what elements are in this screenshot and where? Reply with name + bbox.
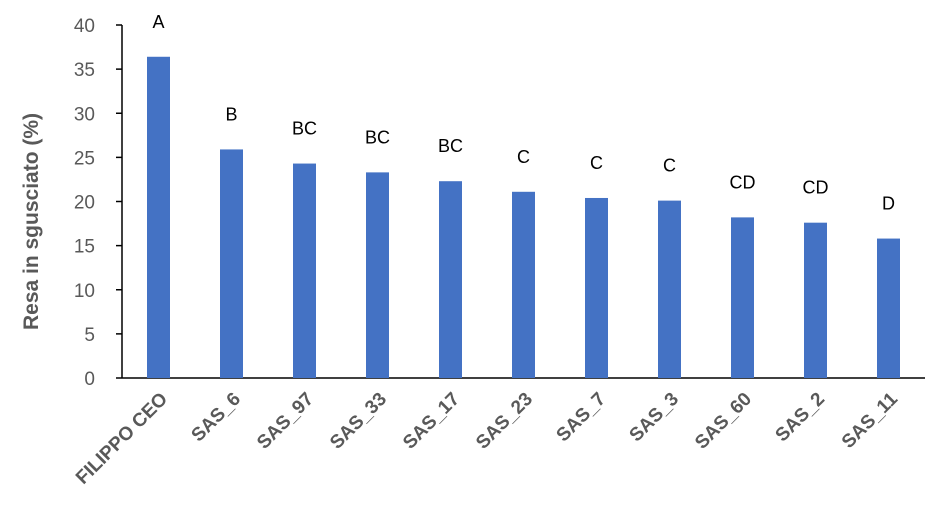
x-tick-label: SAS_7 — [553, 389, 610, 446]
bars — [147, 56, 900, 379]
y-tick-label: 40 — [74, 16, 95, 37]
significance-label: C — [590, 153, 603, 173]
bar — [293, 163, 316, 378]
bar — [585, 197, 608, 378]
significance-label: BC — [365, 127, 390, 147]
y-axis-title: Resa in sgusciato (%) — [20, 113, 43, 330]
y-axis: 0 5 10 15 20 25 30 35 40 — [74, 16, 123, 390]
bar — [658, 200, 681, 378]
x-tick-label: FILIPPO CEO — [72, 389, 172, 489]
bar — [804, 222, 827, 378]
significance-label: BC — [292, 119, 317, 139]
x-tick-label: SAS_2 — [772, 389, 829, 446]
x-tick-label: SAS_60 — [691, 389, 756, 454]
x-tick-label: SAS_33 — [326, 389, 391, 454]
x-tick-label: SAS_11 — [838, 388, 902, 452]
y-tick-label: 5 — [84, 325, 95, 346]
x-tick-label: SAS_17 — [399, 389, 464, 454]
significance-label: CD — [730, 172, 756, 192]
significance-label: A — [152, 12, 164, 32]
bar — [877, 238, 900, 378]
x-tick-label: SAS_6 — [188, 389, 245, 446]
y-tick-label: 20 — [74, 193, 95, 214]
bar — [220, 149, 243, 378]
bar — [731, 217, 754, 378]
y-tick-label: 25 — [74, 148, 95, 169]
significance-label: D — [882, 194, 895, 214]
y-tick-label: 35 — [74, 60, 95, 81]
x-tick-label: SAS_23 — [472, 389, 537, 454]
y-tick-label: 15 — [74, 237, 95, 258]
y-tick-label: 0 — [84, 369, 95, 390]
bar — [439, 181, 462, 378]
significance-label: C — [517, 147, 530, 167]
x-tick-label: SAS_3 — [626, 389, 683, 446]
bar — [147, 56, 170, 379]
significance-label: BC — [438, 136, 463, 156]
significance-labels: A B BC BC BC C C C CD CD D — [152, 12, 895, 214]
significance-label: B — [225, 104, 237, 124]
x-axis: FILIPPO CEO SAS_6 SAS_97 SAS_33 SAS_17 SAS_23… — [72, 377, 925, 489]
significance-label: C — [663, 156, 676, 176]
bar — [366, 172, 389, 378]
y-tick-label: 10 — [74, 281, 95, 302]
x-tick-label: SAS_97 — [253, 389, 318, 454]
bar — [512, 191, 535, 378]
significance-label: CD — [803, 178, 829, 198]
y-tick-label: 30 — [74, 104, 95, 125]
